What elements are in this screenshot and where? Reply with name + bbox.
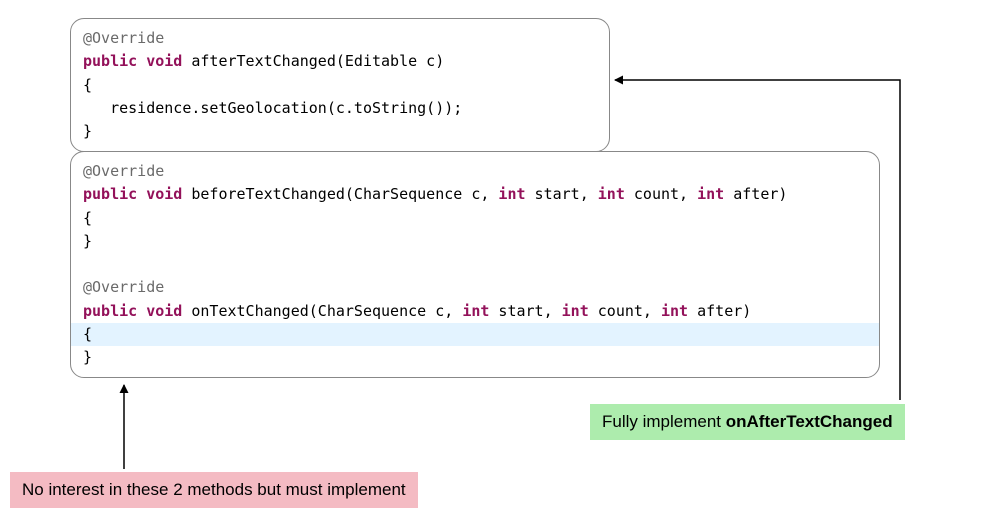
arg: start, <box>526 185 598 203</box>
callout-fully-implement: Fully implement onAfterTextChanged <box>590 404 905 440</box>
arg: after) <box>688 302 751 320</box>
brace-open: { <box>83 209 92 227</box>
annotation: @Override <box>83 162 164 180</box>
kw-int: int <box>697 185 724 203</box>
brace-open: { <box>83 76 92 94</box>
arg: count, <box>625 185 697 203</box>
kw-public: public <box>83 52 137 70</box>
arg: count, <box>589 302 661 320</box>
annotation: @Override <box>83 29 164 47</box>
method-sig: beforeTextChanged(CharSequence c, <box>182 185 498 203</box>
kw-int: int <box>661 302 688 320</box>
code-box-aftertextchanged: @Override public void afterTextChanged(E… <box>70 18 610 152</box>
callout-green-bold: onAfterTextChanged <box>726 412 893 431</box>
brace-close: } <box>83 232 92 250</box>
annotation: @Override <box>83 278 164 296</box>
arg: start, <box>489 302 561 320</box>
kw-public: public <box>83 302 137 320</box>
kw-public: public <box>83 185 137 203</box>
highlighted-brace-open: { <box>71 323 879 346</box>
callout-pink-text: No interest in these 2 methods but must … <box>22 480 406 499</box>
kw-void: void <box>146 185 182 203</box>
kw-void: void <box>146 302 182 320</box>
callout-green-pre: Fully implement <box>602 412 726 431</box>
code-block-1: @Override public void afterTextChanged(E… <box>83 27 597 143</box>
kw-void: void <box>146 52 182 70</box>
method-sig: onTextChanged(CharSequence c, <box>182 302 462 320</box>
brace-close: } <box>83 122 92 140</box>
code-block-2: @Override public void beforeTextChanged(… <box>83 160 867 369</box>
kw-int: int <box>598 185 625 203</box>
body-line: residence.setGeolocation(c.toString()); <box>83 99 462 117</box>
kw-int: int <box>562 302 589 320</box>
brace-close: } <box>83 348 92 366</box>
method-sig: afterTextChanged(Editable c) <box>182 52 444 70</box>
kw-int: int <box>462 302 489 320</box>
code-box-stubs: @Override public void beforeTextChanged(… <box>70 151 880 378</box>
arg: after) <box>724 185 787 203</box>
kw-int: int <box>498 185 525 203</box>
callout-no-interest: No interest in these 2 methods but must … <box>10 472 418 508</box>
